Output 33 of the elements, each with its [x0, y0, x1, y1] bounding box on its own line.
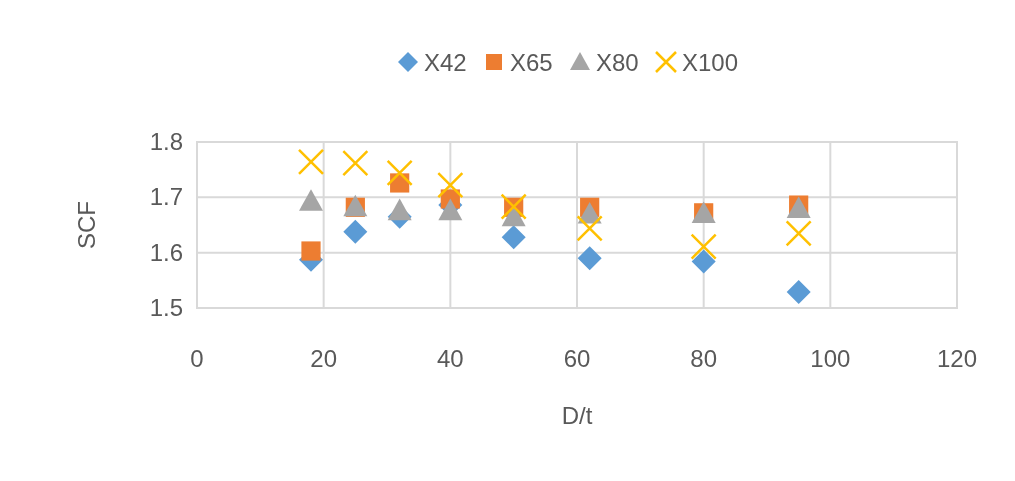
- point: [387, 198, 412, 221]
- point: [576, 215, 603, 242]
- x-axis-title: D/t: [561, 402, 593, 429]
- point: [299, 189, 323, 211]
- y-tick-label: 1.7: [149, 183, 183, 211]
- x-tick-label: 60: [563, 345, 591, 372]
- point: [343, 219, 368, 244]
- point: [386, 159, 413, 187]
- x-tick-label: 100: [810, 345, 851, 372]
- legend-label: X80: [596, 49, 639, 76]
- legend-label: X42: [424, 49, 467, 76]
- point: [501, 225, 526, 250]
- point: [690, 233, 717, 260]
- x-tick-label: 40: [436, 345, 464, 372]
- x-tick-label: 120: [936, 345, 978, 372]
- point: [785, 220, 812, 247]
- x-tick-label: 80: [690, 345, 718, 372]
- point: [438, 198, 463, 221]
- point: [437, 171, 464, 199]
- y-tick-label: 1.6: [149, 238, 183, 266]
- point: [691, 249, 716, 274]
- y-axis-title: SCF: [73, 201, 100, 249]
- y-tick-label: 1.8: [149, 128, 183, 155]
- legend-label: X100: [682, 49, 739, 76]
- point: [786, 279, 811, 304]
- point: [297, 148, 325, 176]
- point: [342, 149, 369, 177]
- x-tick-label: 20: [310, 345, 338, 372]
- x-tick-label: 0: [190, 345, 204, 372]
- point: [577, 246, 602, 271]
- point: [301, 241, 321, 261]
- legend-label: X65: [510, 49, 553, 76]
- y-tick-label: 1.5: [149, 294, 183, 321]
